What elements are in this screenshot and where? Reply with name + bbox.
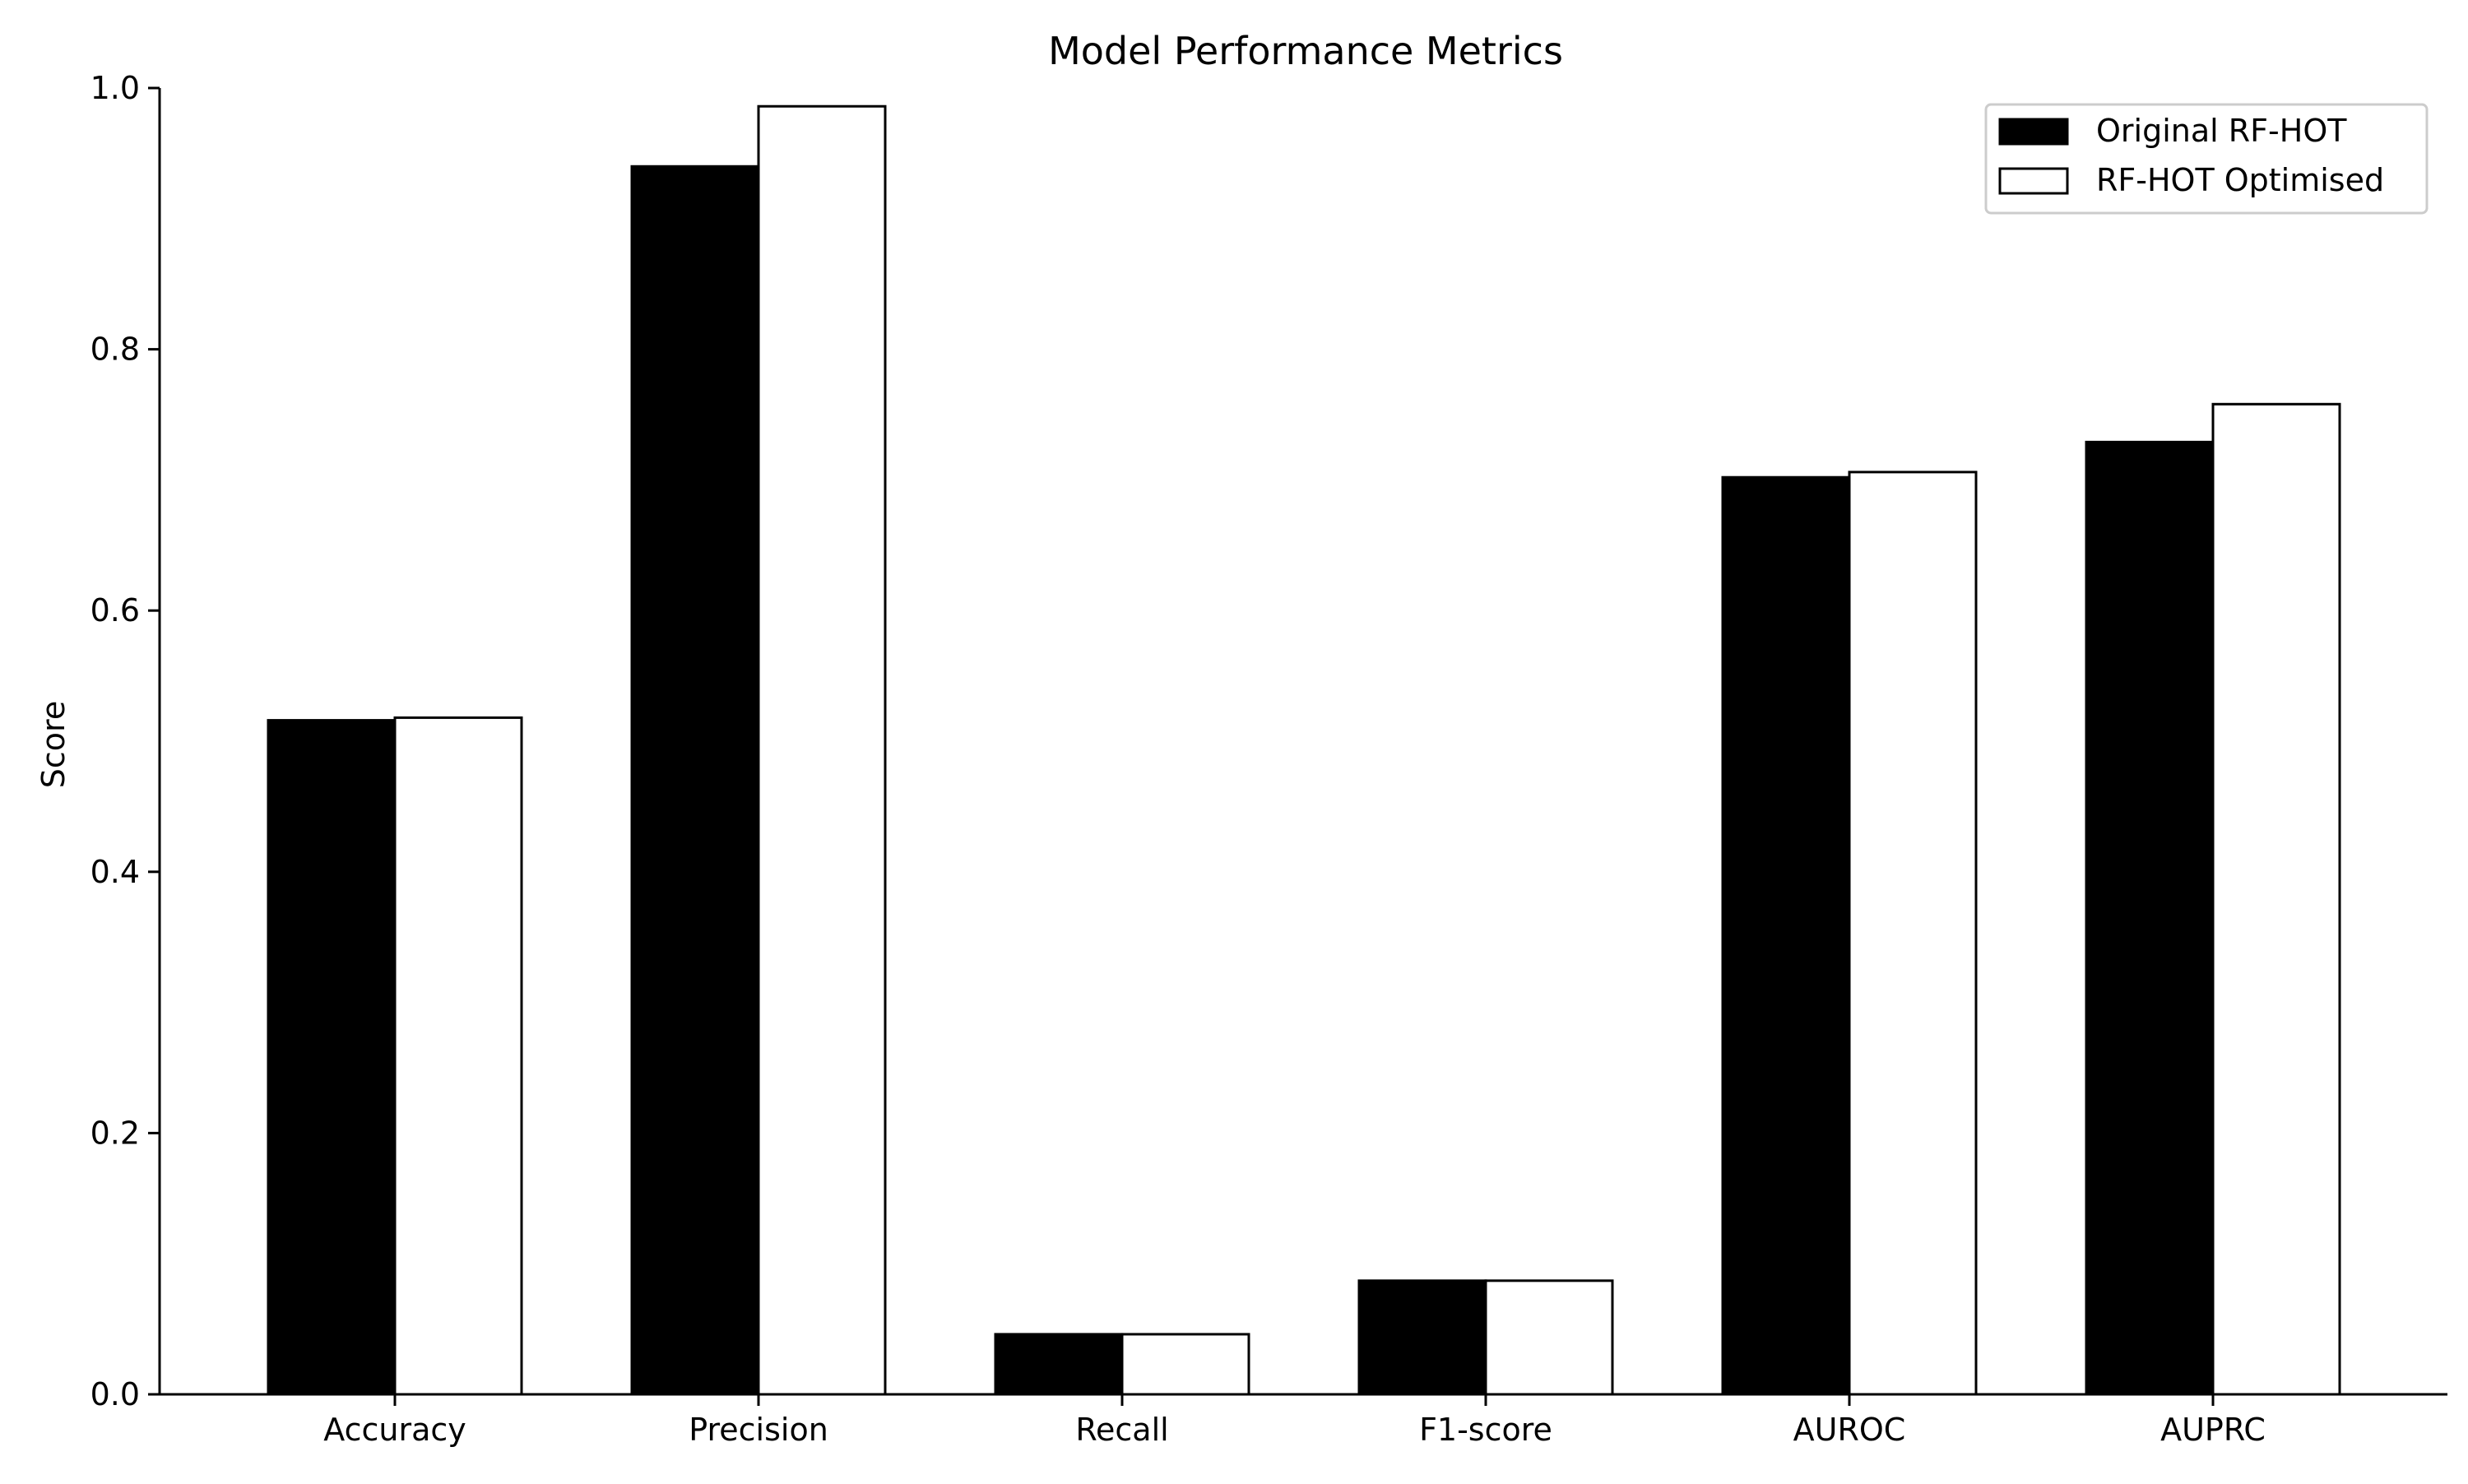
x-tick-label: AUROC (1793, 1412, 1906, 1448)
y-tick-label: 1.0 (90, 70, 140, 106)
legend: Original RF-HOT RF-HOT Optimised (1984, 103, 2429, 215)
legend-swatch-optimised (1998, 167, 2069, 195)
bar-optimised-auprc (2211, 402, 2341, 1396)
y-tick-label: 0.8 (90, 332, 140, 368)
x-tick-label: F1-score (1419, 1412, 1552, 1448)
bar-optimised-precision (757, 104, 887, 1396)
bar-original-auprc (2085, 440, 2215, 1396)
bar-optimised-f1-score (1484, 1279, 1614, 1396)
y-tick-label: 0.0 (90, 1376, 140, 1412)
chart-title: Model Performance Metrics (1048, 29, 1563, 73)
bar-optimised-auroc (1848, 471, 1978, 1396)
x-tick-label: AUPRC (2160, 1412, 2266, 1448)
y-tick-label: 0.4 (90, 854, 140, 890)
bar-original-auroc (1721, 475, 1851, 1396)
legend-label-original: Original RF-HOT (2096, 113, 2347, 149)
bars-group (267, 104, 2341, 1396)
bar-original-f1-score (1357, 1279, 1487, 1396)
legend-box (1984, 103, 2429, 215)
legend-label-optimised: RF-HOT Optimised (2096, 162, 2384, 198)
bar-optimised-recall (1120, 1333, 1250, 1396)
bar-optimised-accuracy (393, 716, 523, 1396)
y-tick-label: 0.2 (90, 1115, 140, 1151)
bar-original-accuracy (267, 719, 397, 1396)
y-tick-label: 0.6 (90, 592, 140, 628)
x-tick-label: Precision (689, 1412, 828, 1448)
x-tick-label: Recall (1075, 1412, 1168, 1448)
axes-group: 0.0 0.2 0.4 0.6 0.8 1.0 Accuracy Precision Recal… (90, 70, 2447, 1448)
bar-original-recall (994, 1333, 1124, 1396)
bar-original-precision (630, 165, 760, 1396)
y-axis-label: Score (35, 701, 72, 788)
legend-swatch-original (1998, 118, 2069, 146)
x-tick-label: Accuracy (323, 1412, 466, 1448)
